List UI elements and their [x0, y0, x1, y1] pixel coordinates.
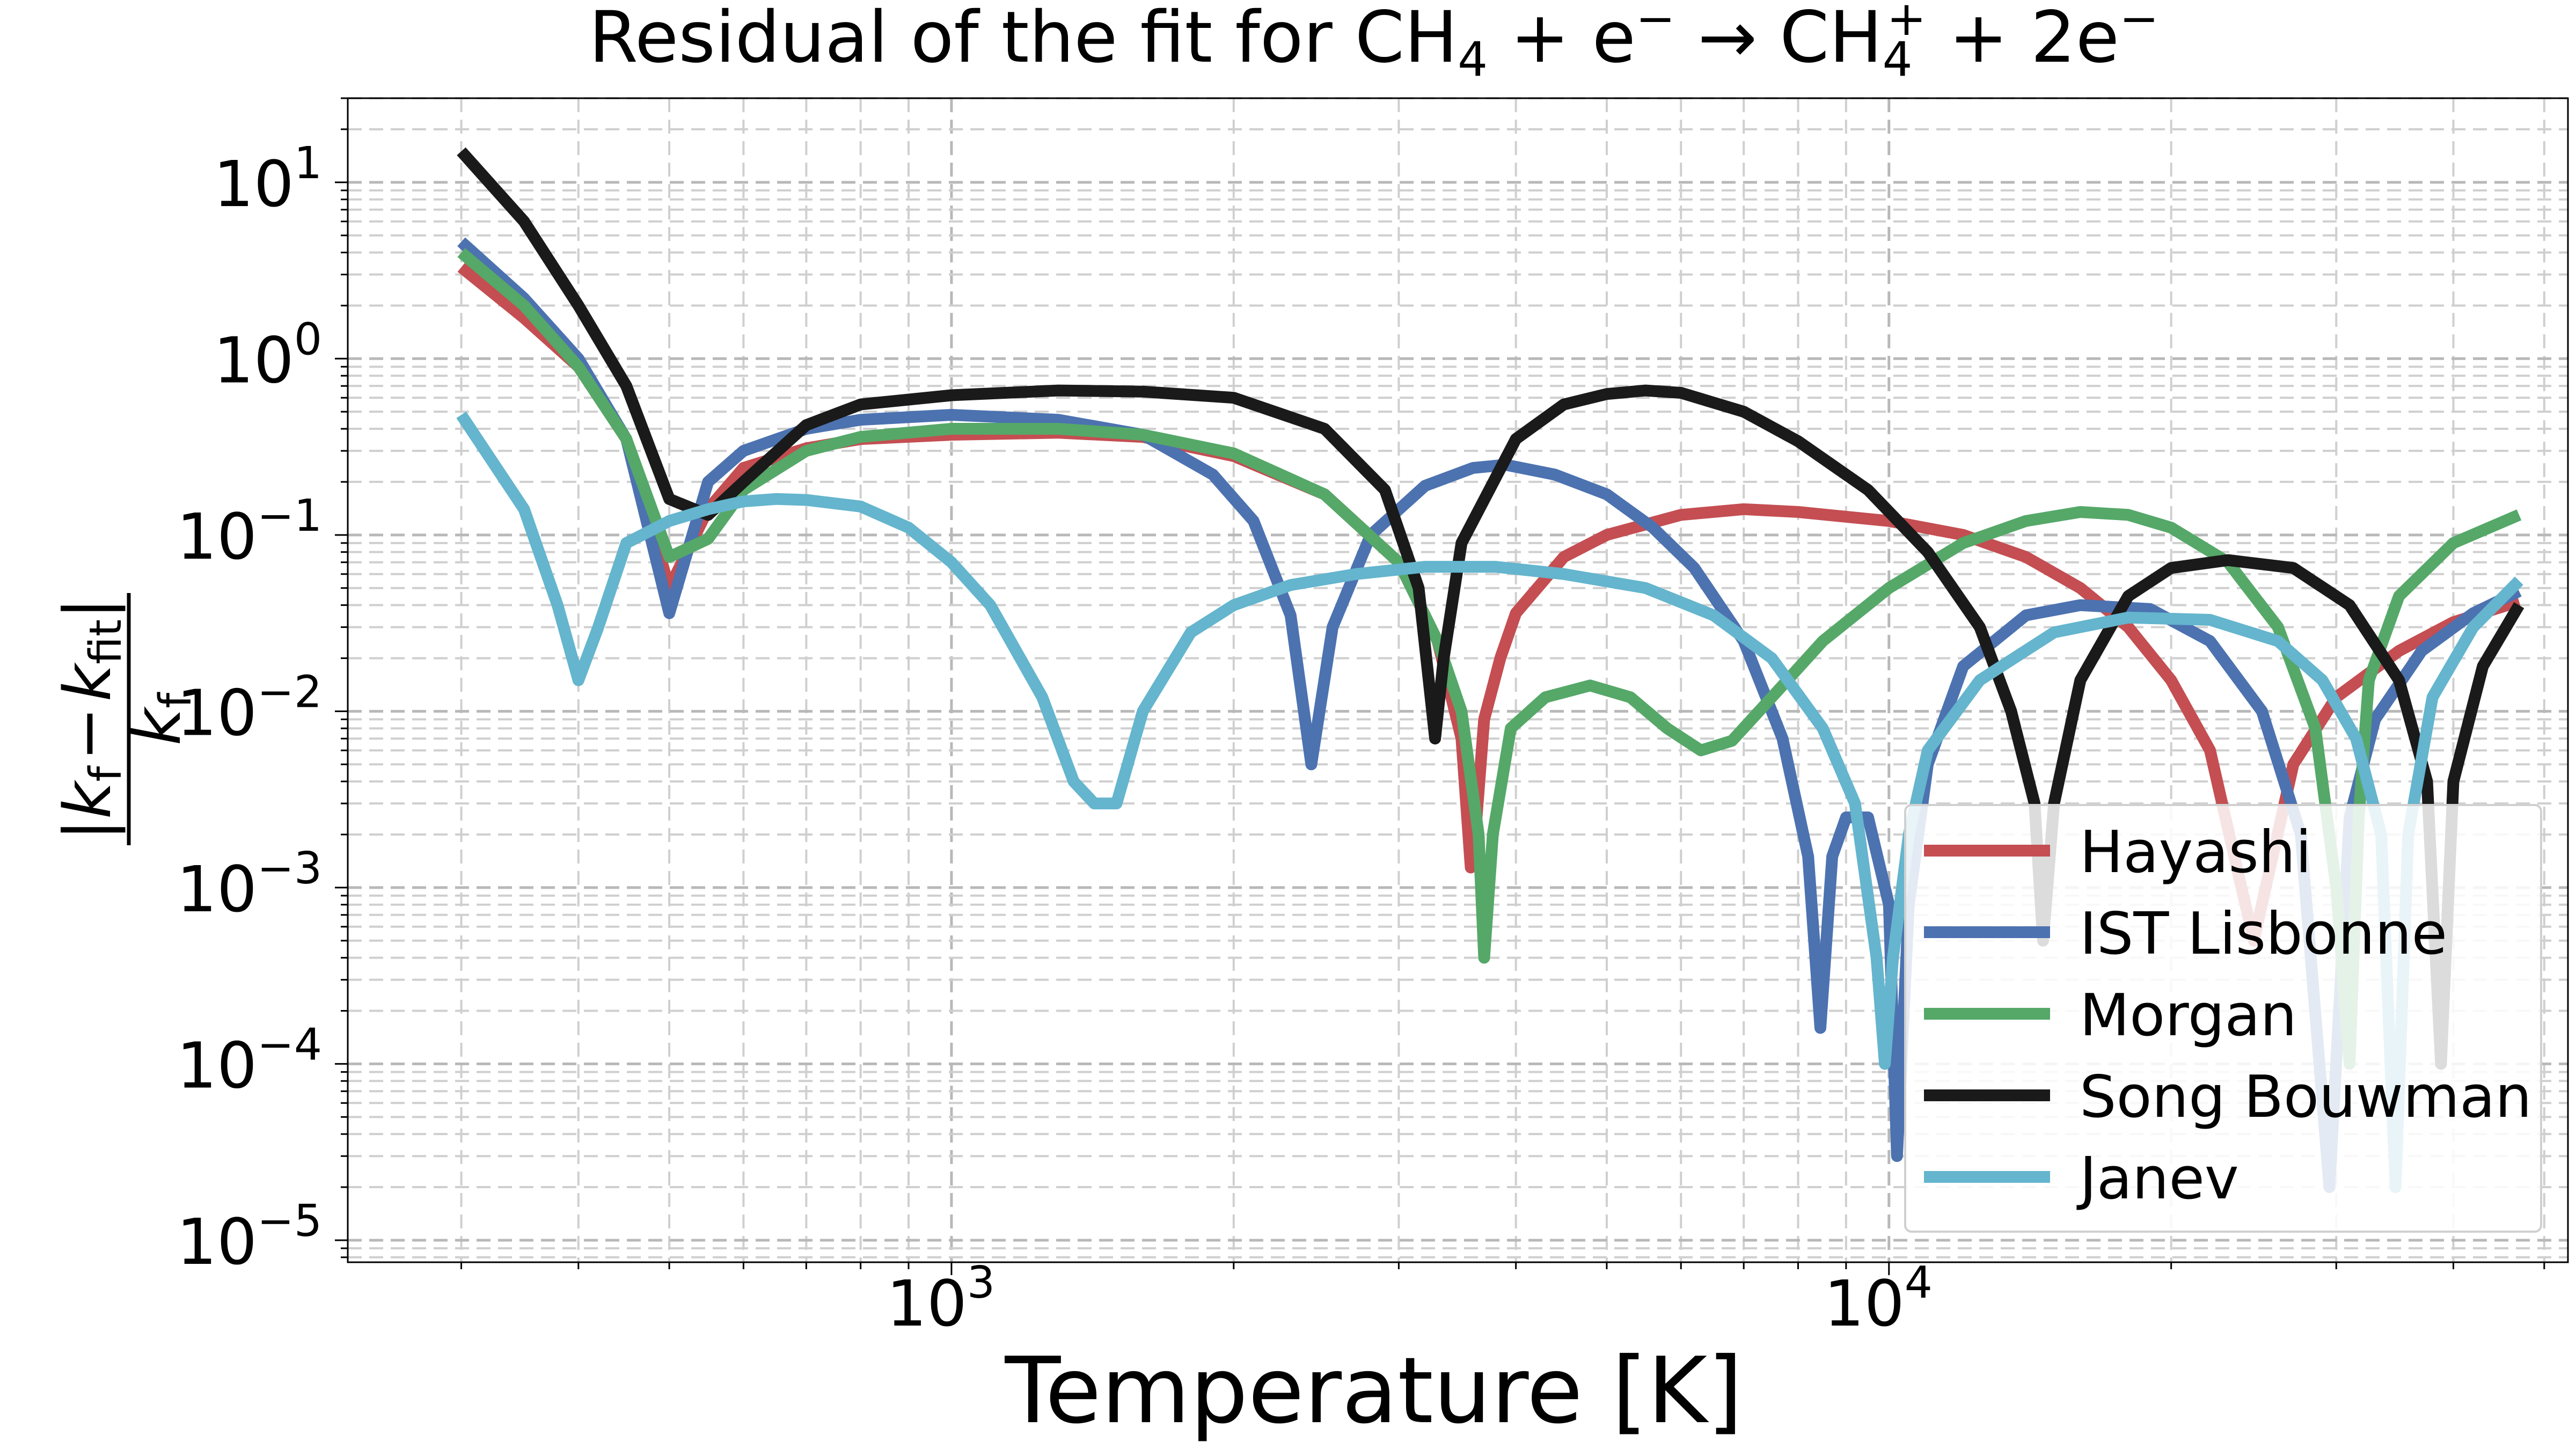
y-axis-label-denominator: kf	[121, 692, 201, 746]
y-tick-label: 101	[214, 138, 322, 221]
ticks-layer: 103 104 101 100 10−1 10−2 10−3 10−4 10−5	[177, 97, 2545, 1341]
y-tick-label: 100	[214, 314, 322, 397]
series-line-1	[457, 237, 2522, 1194]
series-line-3	[457, 147, 2524, 1070]
legend-label-4: Janev	[2076, 1145, 2239, 1212]
legend-label-3: Song Bouwman	[2080, 1064, 2532, 1131]
y-axis-label: |kf−kfit| kf	[51, 593, 201, 845]
x-tick-label: 104	[1824, 1257, 1933, 1341]
y-tick-label: 10−5	[177, 1196, 322, 1279]
y-tick-label: 10−2	[177, 667, 322, 750]
legend-label-2: Morgan	[2080, 982, 2297, 1049]
series-line-4	[456, 411, 2523, 1194]
y-tick-label: 10−3	[177, 843, 322, 926]
series-line-2	[457, 248, 2522, 1070]
x-axis-label: Temperature [K]	[1004, 1338, 1743, 1444]
y-tick-label: 10−1	[177, 491, 322, 574]
y-tick-label: 10−4	[177, 1019, 322, 1102]
legend: Hayashi IST Lisbonne Morgan Song Bouwman Jan…	[1904, 804, 2542, 1233]
plot-frame	[347, 97, 2569, 1263]
legend-label-0: Hayashi	[2080, 819, 2311, 886]
legend-label-1: IST Lisbonne	[2080, 901, 2447, 968]
x-tick-label: 103	[887, 1257, 995, 1341]
legend-box	[1904, 804, 2542, 1233]
y-axis-label-numerator: |kf−kfit|	[51, 597, 131, 840]
chart-title: Residual of the fit for CH4 + e− → CH4+ …	[589, 0, 2159, 87]
